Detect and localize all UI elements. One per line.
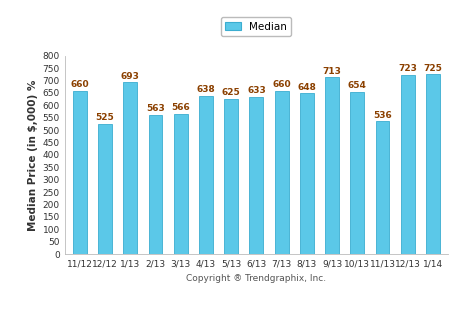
Bar — [325, 78, 339, 254]
Text: 536: 536 — [373, 111, 392, 120]
Text: 633: 633 — [247, 86, 266, 95]
Bar — [123, 82, 137, 254]
Bar — [275, 91, 289, 254]
Bar — [98, 124, 112, 254]
Text: 563: 563 — [146, 104, 165, 113]
Text: 648: 648 — [298, 83, 316, 92]
Bar — [174, 114, 188, 254]
Text: 625: 625 — [222, 88, 241, 97]
Text: 525: 525 — [96, 113, 115, 122]
Bar — [224, 99, 238, 254]
X-axis label: Copyright ® Trendgraphix, Inc.: Copyright ® Trendgraphix, Inc. — [186, 274, 327, 283]
Text: 713: 713 — [322, 67, 341, 76]
Text: 693: 693 — [121, 72, 140, 81]
Bar — [350, 92, 364, 254]
Bar — [149, 115, 163, 254]
Y-axis label: Median Price (in $,000) %: Median Price (in $,000) % — [28, 79, 38, 231]
Text: 660: 660 — [272, 80, 291, 89]
Text: 638: 638 — [196, 85, 215, 94]
Text: 566: 566 — [171, 103, 190, 112]
Bar — [73, 91, 87, 254]
Legend: Median: Median — [221, 17, 292, 36]
Bar — [376, 121, 389, 254]
Bar — [300, 94, 314, 254]
Bar — [199, 96, 213, 254]
Text: 660: 660 — [71, 80, 89, 89]
Bar — [401, 75, 415, 254]
Bar — [249, 97, 263, 254]
Text: 654: 654 — [348, 81, 367, 90]
Text: 723: 723 — [398, 64, 417, 73]
Text: 725: 725 — [424, 64, 443, 73]
Bar — [426, 74, 440, 254]
